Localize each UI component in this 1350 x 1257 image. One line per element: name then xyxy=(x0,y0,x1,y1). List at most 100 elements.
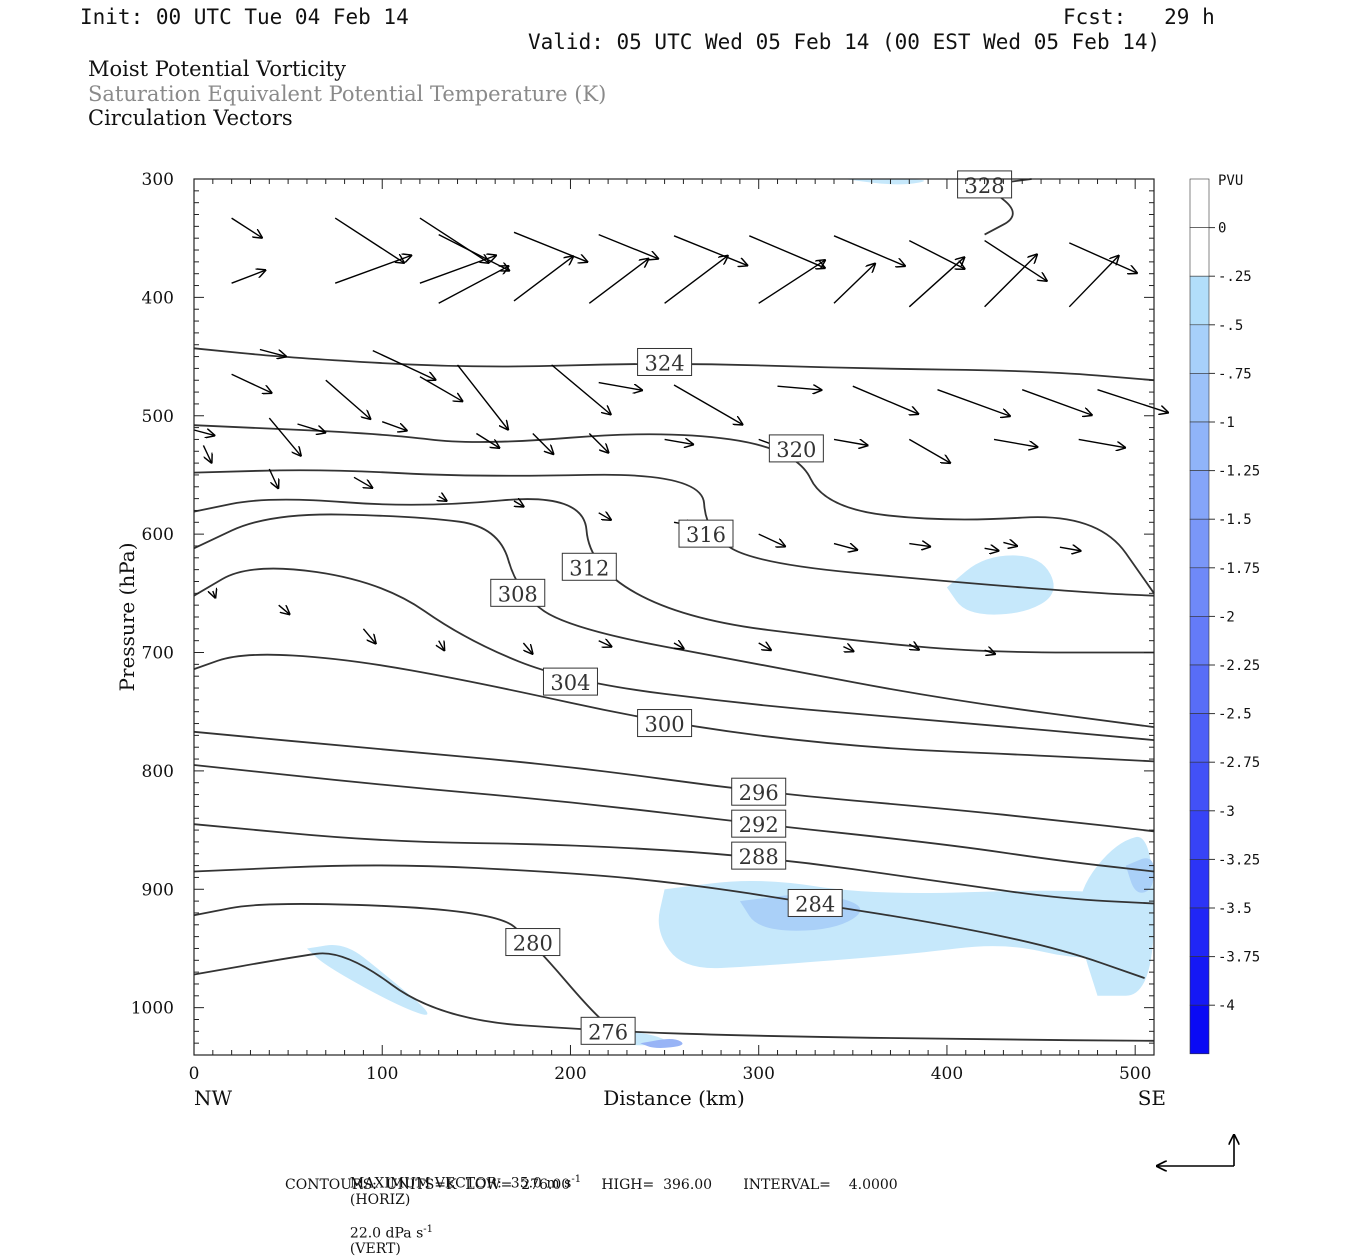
y-tick-label: 500 xyxy=(142,407,174,427)
colorbar-label: -1.25 xyxy=(1218,464,1260,480)
circulation-vector xyxy=(193,430,215,436)
contour-label-box xyxy=(787,888,843,917)
circulation-vector xyxy=(852,385,919,414)
theta-e-contour xyxy=(193,469,1155,597)
circulation-vector xyxy=(362,628,376,644)
circulation-vector xyxy=(598,513,612,521)
colorbar-label: -3.75 xyxy=(1218,950,1260,966)
circulation-vector xyxy=(598,381,643,391)
x-axis-title: Distance (km) xyxy=(603,1086,745,1110)
contour-label-layer: 276 280 284 288 292 296 300 304 308 312 316 320 324 3… xyxy=(490,170,1013,1045)
circulation-vector xyxy=(1097,389,1169,413)
contour-label: 288 xyxy=(739,845,779,869)
colorbar-box xyxy=(1189,761,1210,812)
max-vector-footer: MAXIMUM VECTOR: 35.0 m s-1 (HORIZ) 22.0 … xyxy=(341,1158,581,1257)
circulation-vector xyxy=(984,240,1048,282)
colorbar-label: -2.25 xyxy=(1218,658,1260,674)
colorbar-box xyxy=(1189,664,1210,714)
circulation-vector xyxy=(513,256,574,302)
y-tick-label: 900 xyxy=(142,880,174,900)
colorbar-label: -.5 xyxy=(1218,318,1243,334)
colorbar-label: -.75 xyxy=(1218,366,1252,382)
contour-label: 284 xyxy=(795,892,835,916)
cross-section-chart: 2762802842882922963003043083123163203243… xyxy=(115,170,1260,1200)
y-tick-label: 400 xyxy=(142,288,174,308)
x-tick-label: 500 xyxy=(1119,1064,1151,1084)
circulation-vector xyxy=(268,468,278,489)
circulation-vector xyxy=(749,235,825,268)
theta-e-contour xyxy=(193,498,1154,654)
colorbar-box xyxy=(1189,1004,1210,1055)
colorbar-box xyxy=(1189,470,1210,520)
contour-label-box xyxy=(490,578,546,607)
circulation-vector xyxy=(758,260,826,304)
x-end-label-se: SE xyxy=(1138,1086,1166,1110)
circulation-vector xyxy=(297,423,327,433)
colorbar-label: -3 xyxy=(1218,804,1235,820)
circulation-vector xyxy=(984,650,996,654)
circulation-vector xyxy=(598,641,613,647)
circulation-vector xyxy=(278,604,291,615)
contour-label: 328 xyxy=(965,174,1005,198)
contour-label: 324 xyxy=(645,351,685,375)
theta-e-contour xyxy=(193,764,1155,873)
contour-label-box xyxy=(957,170,1013,199)
circulation-vector xyxy=(833,235,906,266)
contour-label: 312 xyxy=(569,556,609,580)
circulation-vector xyxy=(598,233,659,259)
pv-region xyxy=(843,179,925,185)
contour-info-footer: CONTOURS: UNITS=K LOW= 276.00 HIGH= 396.… xyxy=(285,1177,898,1193)
circulation-vector xyxy=(833,263,876,304)
colorbar-box xyxy=(1189,324,1210,374)
circulation-vector xyxy=(833,544,858,551)
circulation-vector xyxy=(1069,242,1138,274)
circulation-vector xyxy=(514,501,524,507)
theta-e-contour xyxy=(193,952,1155,1042)
contour-label-box xyxy=(678,519,734,548)
theta-e-contour xyxy=(193,730,1155,833)
circulation-vector xyxy=(231,217,263,238)
circulation-vector xyxy=(908,239,965,270)
circulation-vector xyxy=(334,217,405,263)
theta-e-contour xyxy=(193,823,1155,905)
colorbar-label: -3.5 xyxy=(1218,901,1252,917)
init-time-label: Init: 00 UTC Tue 04 Feb 14 xyxy=(80,5,409,29)
vert-unit: (VERT) xyxy=(349,1241,401,1257)
contour-label: 320 xyxy=(776,438,816,462)
colorbar-label: -2.5 xyxy=(1218,707,1252,723)
circulation-vector xyxy=(1068,255,1119,308)
colorbar-box xyxy=(1189,518,1210,569)
field-title-mpv: Moist Potential Vorticity xyxy=(88,57,346,81)
forecast-hour-label: Fcst: 29 h xyxy=(1063,5,1215,29)
circulation-vector xyxy=(202,445,212,463)
theta-e-contour xyxy=(193,567,1155,741)
circulation-vector xyxy=(213,591,216,599)
x-tick-label: 100 xyxy=(366,1064,398,1084)
circulation-vector xyxy=(777,386,823,390)
circulation-vector xyxy=(1078,438,1126,447)
circulation-vector xyxy=(1059,547,1082,551)
circulation-vector xyxy=(353,476,373,488)
contour-label-box xyxy=(561,552,617,581)
horiz-exponent: -1 xyxy=(571,1174,582,1185)
circulation-vector xyxy=(439,641,445,651)
circulation-vector xyxy=(673,235,748,266)
colorbar-box xyxy=(1189,616,1210,666)
contour-label-box xyxy=(637,347,693,376)
circulation-vector xyxy=(673,384,743,425)
y-tick-label: 800 xyxy=(142,762,174,782)
colorbar-label: -1.5 xyxy=(1218,512,1252,528)
y-axis-title: Pressure (hPa) xyxy=(115,543,139,692)
circulation-vector xyxy=(231,270,267,284)
circulation-vector xyxy=(993,438,1038,447)
valid-time-label: Valid: 05 UTC Wed 05 Feb 14 (00 EST Wed … xyxy=(528,30,1161,54)
y-tick-label: 600 xyxy=(142,525,174,545)
colorbar-label: -4 xyxy=(1218,998,1235,1014)
circulation-vector xyxy=(758,533,786,547)
circulation-vector xyxy=(908,257,965,308)
circulation-vector xyxy=(588,258,649,304)
circulation-vector xyxy=(984,548,1000,551)
pv-region xyxy=(640,1038,683,1048)
field-title-vectors: Circulation Vectors xyxy=(88,106,293,130)
circulation-vector-layer xyxy=(193,217,1169,654)
